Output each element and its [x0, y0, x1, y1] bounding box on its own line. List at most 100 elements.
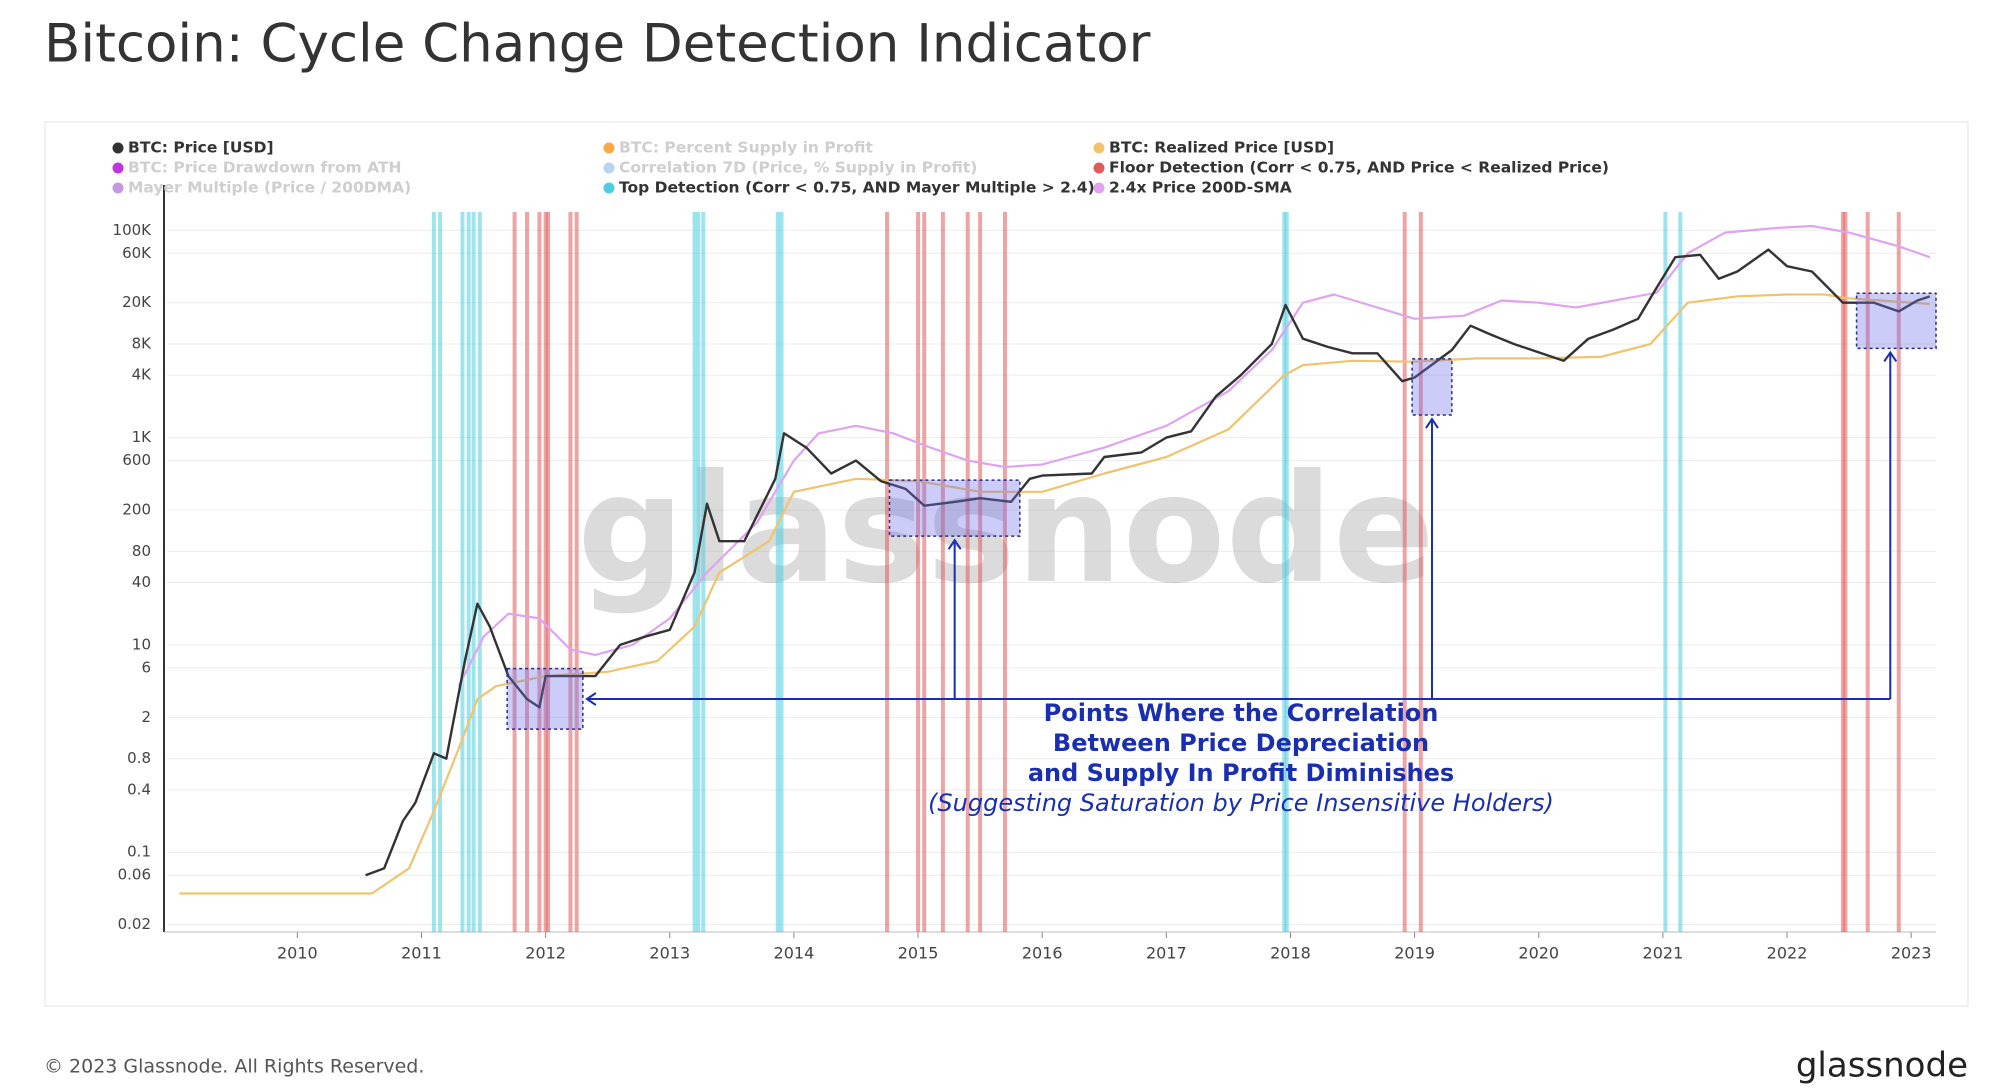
detection-band	[1865, 212, 1870, 932]
arrow-head	[585, 692, 597, 706]
annotation: Points Where the Correlation	[1044, 699, 1439, 727]
highlight-box	[1411, 358, 1453, 416]
y-tick-label: 600	[122, 451, 151, 469]
y-tick-label: 20K	[122, 293, 152, 311]
footer: © 2023 Glassnode. All Rights Reserved.	[44, 1056, 424, 1078]
legend-label: 2.4x Price 200D-SMA	[1109, 179, 1292, 197]
annotation: (Suggesting Saturation by Price Insensit…	[928, 789, 1554, 817]
legend-marker	[1093, 162, 1105, 174]
y-tick-label: 40	[132, 573, 151, 591]
highlight-box	[1855, 292, 1937, 350]
detection-band	[922, 212, 927, 932]
x-tick-label: 2015	[898, 944, 939, 963]
detection-band	[701, 212, 706, 932]
legend-marker	[1093, 182, 1105, 194]
detection-band	[1843, 212, 1848, 932]
y-tick-label: 2	[141, 708, 151, 726]
detection-band	[1678, 212, 1683, 932]
legend-marker	[112, 182, 124, 194]
legend-label: BTC: Percent Supply in Profit	[619, 139, 874, 157]
y-tick-label: 6	[141, 658, 151, 676]
detection-band	[775, 212, 780, 932]
x-tick-label: 2019	[1394, 944, 1435, 963]
detection-band	[1002, 212, 1007, 932]
legend-marker	[603, 162, 615, 174]
detection-band	[1840, 212, 1845, 932]
detection-band	[471, 212, 476, 932]
detection-band	[885, 212, 890, 932]
legend-marker	[603, 182, 615, 194]
detection-band	[512, 212, 517, 932]
detection-band	[965, 212, 970, 932]
detection-band	[543, 212, 548, 932]
detection-band	[431, 212, 436, 932]
highlight-box	[506, 667, 584, 730]
y-tick-label: 200	[122, 501, 151, 519]
y-tick-label: 100K	[113, 221, 153, 239]
x-tick-label: 2017	[1146, 944, 1187, 963]
detection-band	[1418, 212, 1423, 932]
detection-band	[438, 212, 443, 932]
y-tick-label: 0.06	[118, 866, 151, 884]
x-tick-label: 2013	[649, 944, 690, 963]
legend-label: BTC: Price [USD]	[128, 139, 274, 157]
detection-band	[537, 212, 542, 932]
detection-band	[940, 212, 945, 932]
x-tick-label: 2010	[277, 944, 318, 963]
legend-label: BTC: Realized Price [USD]	[1109, 139, 1334, 157]
y-tick-label: 60K	[122, 244, 152, 262]
x-tick-label: 2018	[1270, 944, 1311, 963]
legend-marker	[112, 142, 124, 154]
detection-band	[546, 212, 551, 932]
detection-band	[779, 212, 784, 932]
y-tick-label: 0.4	[127, 780, 151, 798]
annotation: and Supply In Profit Diminishes	[1028, 759, 1454, 787]
detection-band	[477, 212, 482, 932]
x-tick-label: 2011	[401, 944, 442, 963]
x-tick-label: 2012	[525, 944, 566, 963]
y-tick-label: 10	[132, 635, 151, 653]
arrow-head	[947, 538, 962, 550]
legend-label: BTC: Price Drawdown from ATH	[128, 159, 401, 177]
arrow-head	[1425, 417, 1439, 429]
x-tick-label: 2022	[1767, 944, 1808, 963]
detection-band	[1282, 212, 1287, 932]
detection-band	[1402, 212, 1407, 932]
series-line	[179, 293, 1930, 895]
x-tick-label: 2023	[1891, 944, 1932, 963]
detection-band	[525, 212, 530, 932]
legend-label: Correlation 7D (Price, % Supply in Profi…	[619, 159, 977, 177]
series-line	[365, 248, 1931, 877]
x-tick-label: 2021	[1643, 944, 1684, 963]
chart-frame	[44, 121, 1969, 1007]
y-tick-label: 0.02	[118, 915, 151, 933]
detection-band	[466, 212, 471, 932]
detection-band	[978, 212, 983, 932]
detection-band	[916, 212, 921, 932]
arrow-head	[1883, 350, 1898, 362]
legend-marker	[112, 162, 124, 174]
detection-band	[460, 212, 465, 932]
detection-band	[1663, 212, 1668, 932]
detection-band	[1896, 212, 1901, 932]
x-tick-label: 2020	[1518, 944, 1559, 963]
chart-title: Bitcoin: Cycle Change Detection Indicato…	[44, 14, 1151, 75]
x-tick-label: 2016	[1022, 944, 1063, 963]
detection-band	[574, 212, 579, 932]
legend-marker	[603, 142, 615, 154]
detection-band	[696, 212, 701, 932]
annotation: Between Price Depreciation	[1053, 729, 1429, 757]
legend-label: Top Detection (Corr < 0.75, AND Mayer Mu…	[619, 179, 1095, 197]
y-tick-label: 1K	[132, 428, 153, 446]
y-tick-label: 4K	[132, 366, 153, 384]
legend-marker	[1093, 142, 1105, 154]
y-tick-label: 8K	[132, 334, 153, 352]
legend-label: Floor Detection (Corr < 0.75, AND Price …	[1109, 159, 1609, 177]
detection-band	[568, 212, 573, 932]
y-tick-label: 80	[132, 542, 151, 560]
y-tick-label: 0.8	[127, 749, 151, 767]
detection-band	[1284, 212, 1289, 932]
highlight-box	[888, 479, 1021, 537]
